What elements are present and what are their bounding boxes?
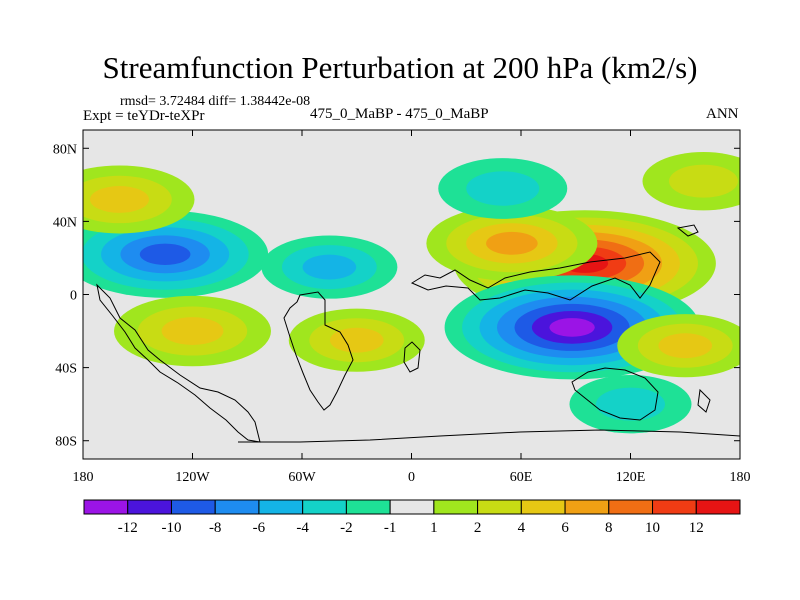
y-tick-label: 80N xyxy=(53,142,77,157)
colorbar-label: -4 xyxy=(296,520,309,536)
negative-anomaly-central-pacific-contour xyxy=(139,243,191,265)
positive-anomaly-south-pacific xyxy=(114,295,271,367)
colorbar-label: 1 xyxy=(430,520,438,536)
x-tick-label: 0 xyxy=(408,470,415,485)
x-tick-label: 120E xyxy=(616,470,646,485)
y-tick-label: 0 xyxy=(70,289,77,304)
colorbar-box xyxy=(83,499,129,515)
positive-anomaly-arctic-contour xyxy=(669,164,738,198)
positive-anomaly-south-atlantic-contour xyxy=(329,327,384,353)
x-tick-label: 120W xyxy=(175,470,210,485)
colorbar-label: -2 xyxy=(340,520,353,536)
colorbar-box xyxy=(345,499,391,515)
x-tick-label: 60W xyxy=(288,470,316,485)
negative-anomaly-southern-ocean xyxy=(569,374,692,434)
rmsd-label: rmsd= 3.72484 diff= 1.38442e-08 xyxy=(120,94,311,109)
positive-anomaly-south-pacific-east-contour xyxy=(658,333,713,359)
chart-title: Streamfunction Perturbation at 200 hPa (… xyxy=(102,50,698,85)
case-label: 475_0_MaBP - 475_0_MaBP xyxy=(310,106,489,122)
x-tick-label: 180 xyxy=(730,470,751,485)
colorbar-label: -8 xyxy=(209,520,222,536)
coastline-madagascar xyxy=(403,341,421,373)
coastline-japan xyxy=(676,224,699,237)
positive-anomaly-north-pacific-west-contour xyxy=(90,186,149,213)
coastline-antarctica xyxy=(238,429,740,443)
positive-anomaly-east-asia xyxy=(426,205,598,281)
colorbar-label: 6 xyxy=(561,520,569,536)
colorbar-box xyxy=(520,499,566,515)
colorbar-box xyxy=(564,499,610,515)
season-label: ANN xyxy=(706,106,739,122)
positive-anomaly-north-pacific-west xyxy=(83,165,195,234)
positive-anomaly-east-asia-contour xyxy=(486,231,538,255)
coastline-africa xyxy=(283,291,354,411)
positive-anomaly-arctic xyxy=(642,151,740,211)
coastline-eurasia xyxy=(410,251,661,301)
colorbar-box xyxy=(127,499,172,515)
colorbar-label: 8 xyxy=(605,520,613,536)
colorbar-label: -6 xyxy=(253,520,266,536)
colorbar-label: -10 xyxy=(161,520,181,536)
coastline-australia xyxy=(571,367,659,421)
positive-anomaly-south-pacific-east xyxy=(617,314,740,378)
colorbar-label: 12 xyxy=(689,520,704,536)
colorbar-box xyxy=(214,499,260,515)
colorbar-label: -12 xyxy=(118,520,138,536)
negative-anomaly-north-pacific-high xyxy=(438,158,568,219)
colorbar-label: -1 xyxy=(384,520,397,536)
colorbar-label: 10 xyxy=(645,520,660,536)
negative-anomaly-southern-ocean-contour xyxy=(596,387,665,421)
colorbar-box xyxy=(170,499,216,515)
coastline-layer xyxy=(96,224,740,443)
y-axis: 80N 40N 0 40S 80S xyxy=(53,142,740,450)
negative-anomaly-north-pacific-high-contour xyxy=(466,171,540,206)
colorbar-box xyxy=(433,499,479,515)
negative-anomaly-north-atlantic-contour xyxy=(302,254,357,280)
coastline-americas xyxy=(96,283,261,443)
x-axis: 180 120W 60W 0 60E 120E 180 xyxy=(73,130,751,485)
colorbar-box xyxy=(258,499,304,515)
experiment-label: Expt = teYDr-teXPr xyxy=(83,108,205,124)
y-tick-label: 40N xyxy=(53,215,77,230)
positive-anomaly-south-pacific-contour xyxy=(161,317,224,345)
colorbar-box xyxy=(389,499,435,515)
colorbar-label: 4 xyxy=(518,520,526,536)
negative-anomaly-north-atlantic xyxy=(261,235,398,299)
x-tick-label: 180 xyxy=(73,470,94,485)
x-tick-label: 60E xyxy=(510,470,533,485)
coastline-new-zealand xyxy=(697,388,711,413)
colorbar-box xyxy=(302,499,347,515)
negative-anomaly-south-indian-contour xyxy=(549,318,595,337)
colorbar-box xyxy=(652,499,697,515)
y-tick-label: 80S xyxy=(55,435,77,450)
y-tick-label: 40S xyxy=(55,362,77,377)
colorbar-box xyxy=(477,499,522,515)
colorbar-box xyxy=(608,499,654,515)
colorbar-label: 2 xyxy=(474,520,482,536)
colorbar-box xyxy=(695,499,741,515)
